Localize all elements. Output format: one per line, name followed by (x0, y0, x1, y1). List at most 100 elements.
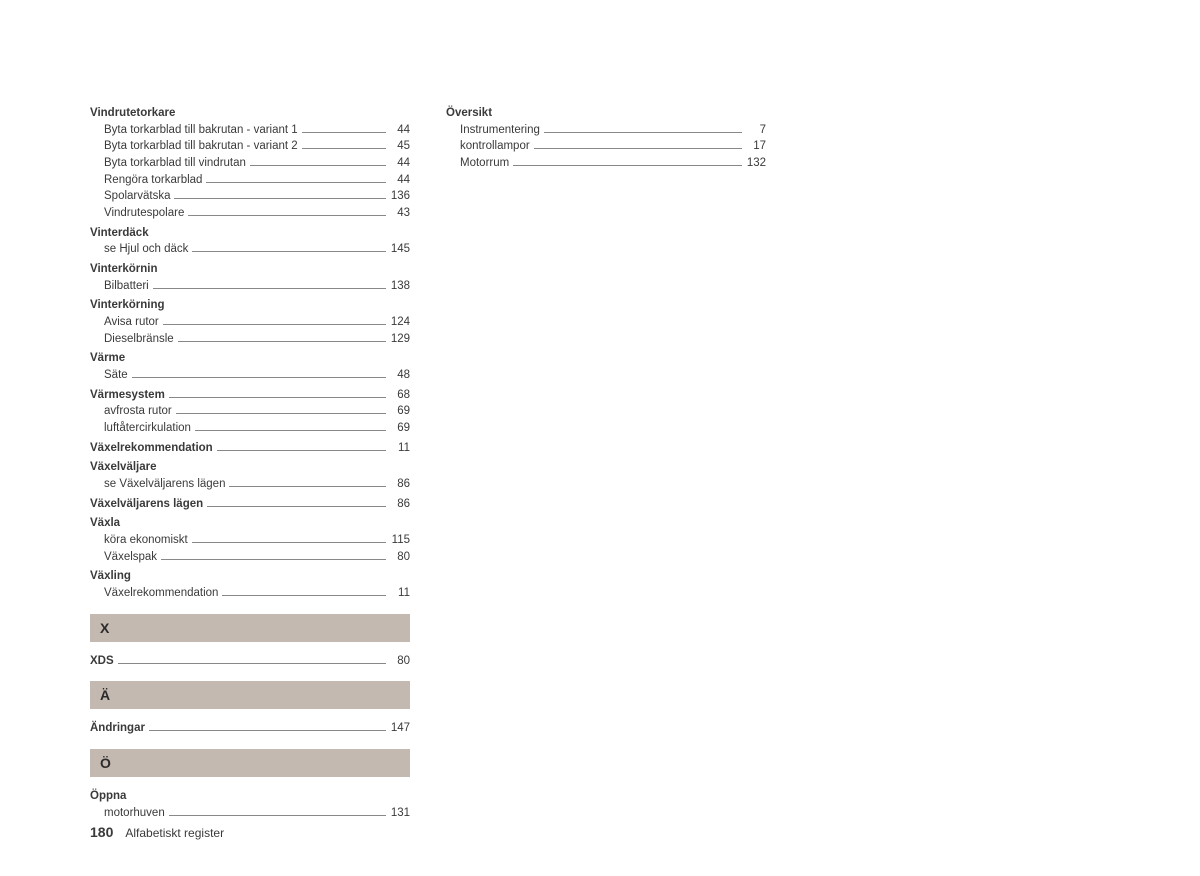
leader-line (149, 730, 386, 731)
page-ref: 86 (390, 476, 410, 493)
leader-line (222, 595, 386, 596)
heading-label: Värmesystem (90, 387, 165, 404)
index-subentry: luftåtercirkulation69 (90, 420, 410, 437)
page-ref: 129 (390, 331, 410, 348)
leader-line (174, 198, 386, 199)
index-heading: Vindrutetorkare (90, 105, 410, 122)
page-ref: 11 (390, 440, 410, 457)
page-ref: 17 (746, 138, 766, 155)
page-ref: 138 (390, 278, 410, 295)
heading-label: Växla (90, 515, 120, 532)
heading-label: Växelväljarens lägen (90, 496, 203, 513)
leader-line (192, 542, 386, 543)
leader-line (176, 413, 386, 414)
index-heading: Öppna (90, 788, 410, 805)
index-subentry: Avisa rutor 124 (90, 314, 410, 331)
page-ref: 115 (390, 532, 410, 549)
page-ref: 7 (746, 122, 766, 139)
page-ref: 48 (390, 367, 410, 384)
right-column: ÖversiktInstrumentering7kontrollampor 17M… (446, 102, 766, 822)
subentry-label: Vindrutespolare (104, 205, 184, 222)
leader-line (302, 132, 386, 133)
index-subentry: Byta torkarblad till bakrutan - variant … (90, 122, 410, 139)
index-page: VindrutetorkareByta torkarblad till bakr… (0, 0, 1200, 822)
leader-line (163, 324, 386, 325)
heading-label: Öppna (90, 788, 126, 805)
leader-line (169, 815, 386, 816)
subentry-label: Byta torkarblad till bakrutan - variant … (104, 138, 298, 155)
subentry-label: se Växelväljarens lägen (104, 476, 225, 493)
section-header: X (90, 614, 410, 642)
subentry-label: Byta torkarblad till vindrutan (104, 155, 246, 172)
footer-title: Alfabetiskt register (125, 826, 224, 840)
leader-line (206, 182, 386, 183)
index-heading: Växelrekommendation 11 (90, 440, 410, 457)
index-subentry: Instrumentering7 (446, 122, 766, 139)
page-footer: 180 Alfabetiskt register (90, 824, 224, 840)
leader-line (132, 377, 386, 378)
subentry-label: se Hjul och däck (104, 241, 188, 258)
heading-label: Vindrutetorkare (90, 105, 175, 122)
heading-label: Växelrekommendation (90, 440, 213, 457)
subentry-label: Spolarvätska (104, 188, 170, 205)
index-subentry: Spolarvätska 136 (90, 188, 410, 205)
page-ref: 45 (390, 138, 410, 155)
index-heading: Översikt (446, 105, 766, 122)
page-ref: 44 (390, 155, 410, 172)
index-heading: Värmesystem 68 (90, 387, 410, 404)
index-subentry: köra ekonomiskt115 (90, 532, 410, 549)
page-ref: 68 (390, 387, 410, 404)
page-ref: 147 (390, 720, 410, 737)
index-heading: Växelväljarens lägen86 (90, 496, 410, 513)
index-subentry: Rengöra torkarblad 44 (90, 172, 410, 189)
index-subentry: Byta torkarblad till bakrutan - variant … (90, 138, 410, 155)
leader-line (195, 430, 386, 431)
leader-line (192, 251, 386, 252)
section-header: Ä (90, 681, 410, 709)
heading-label: Växelväljare (90, 459, 157, 476)
leader-line (207, 506, 386, 507)
heading-label: Vinterkörnin (90, 261, 158, 278)
index-subentry: Motorrum132 (446, 155, 766, 172)
leader-line (513, 165, 742, 166)
leader-line (544, 132, 742, 133)
page-ref: 80 (390, 549, 410, 566)
page-ref: 44 (390, 172, 410, 189)
heading-label: Vinterkörning (90, 297, 165, 314)
subentry-label: Byta torkarblad till bakrutan - variant … (104, 122, 298, 139)
index-heading: Vinterkörning (90, 297, 410, 314)
index-heading: Ändringar147 (90, 720, 410, 737)
leader-line (153, 288, 386, 289)
page-ref: 80 (390, 653, 410, 670)
index-subentry: motorhuven131 (90, 805, 410, 822)
index-heading: Vinterdäck (90, 225, 410, 242)
page-ref: 136 (390, 188, 410, 205)
page-ref: 131 (390, 805, 410, 822)
subentry-label: Rengöra torkarblad (104, 172, 202, 189)
leader-line (534, 148, 742, 149)
leader-line (118, 663, 386, 664)
heading-label: Översikt (446, 105, 492, 122)
leader-line (161, 559, 386, 560)
subentry-label: avfrosta rutor (104, 403, 172, 420)
index-heading: Växla (90, 515, 410, 532)
leader-line (229, 486, 386, 487)
page-ref: 44 (390, 122, 410, 139)
leader-line (217, 450, 386, 451)
leader-line (302, 148, 386, 149)
heading-label: Vinterdäck (90, 225, 149, 242)
subentry-label: Avisa rutor (104, 314, 159, 331)
page-ref: 69 (390, 420, 410, 437)
index-heading: Växling (90, 568, 410, 585)
index-heading: XDS 80 (90, 653, 410, 670)
heading-label: XDS (90, 653, 114, 670)
index-subentry: Dieselbränsle129 (90, 331, 410, 348)
page-ref: 124 (390, 314, 410, 331)
index-subentry: Växelrekommendation11 (90, 585, 410, 602)
heading-label: Värme (90, 350, 125, 367)
leader-line (188, 215, 386, 216)
subentry-label: kontrollampor (460, 138, 530, 155)
subentry-label: Säte (104, 367, 128, 384)
index-heading: Växelväljare (90, 459, 410, 476)
index-heading: Vinterkörnin (90, 261, 410, 278)
